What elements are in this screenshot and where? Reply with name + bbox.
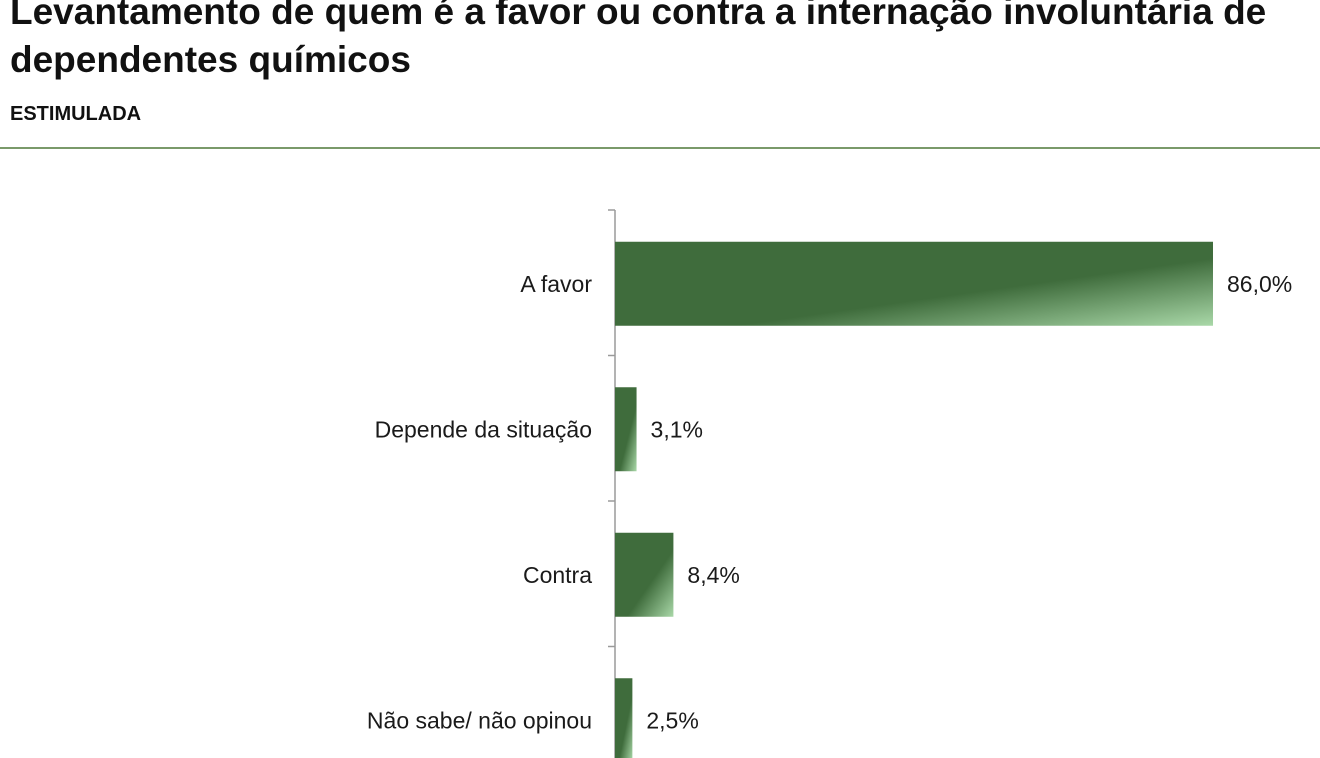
value-label: 3,1% [651, 416, 703, 442]
category-label: Contra [523, 562, 592, 588]
value-label: 86,0% [1227, 271, 1292, 297]
chart-subtitle: ESTIMULADA [10, 103, 142, 125]
value-label: 8,4% [687, 562, 739, 588]
bar [615, 241, 1213, 326]
bar [615, 532, 674, 617]
header-divider [0, 147, 1320, 149]
bar [615, 387, 637, 472]
value-label: 2,5% [646, 707, 698, 733]
chart-title: Levantamento de quem é a favor ou contra… [10, 0, 1267, 80]
category-label: Depende da situação [375, 416, 592, 442]
category-label: A favor [520, 271, 592, 297]
category-label: Não sabe/ não opinou [367, 707, 592, 733]
bar [615, 678, 633, 758]
